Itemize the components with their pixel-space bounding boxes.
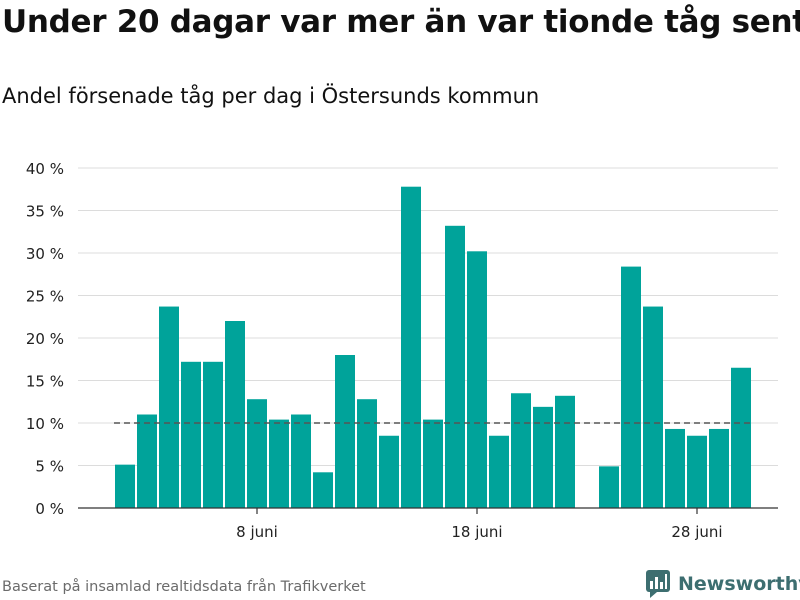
newsworthy-logo: Newsworthy	[646, 570, 800, 598]
y-tick-label: 5 %	[35, 458, 64, 476]
bar	[709, 428, 729, 508]
bar	[335, 355, 355, 508]
bar	[643, 306, 663, 508]
x-tick-label: 18 juni	[451, 523, 502, 541]
bar	[291, 414, 311, 508]
y-tick-label: 0 %	[35, 500, 64, 518]
bar	[555, 395, 575, 508]
y-tick-label: 30 %	[26, 245, 64, 263]
bar	[401, 186, 421, 508]
bar	[533, 406, 553, 508]
bar	[269, 419, 289, 508]
bar	[467, 251, 487, 509]
newsworthy-logo-icon	[646, 570, 670, 598]
source-note: Baserat på insamlad realtidsdata från Tr…	[2, 579, 366, 595]
bar	[445, 225, 465, 509]
y-tick-label: 20 %	[26, 330, 64, 348]
bar	[247, 399, 267, 508]
chart-subtitle: Andel försenade tåg per dag i Östersunds…	[2, 84, 540, 108]
x-tick-label: 8 juni	[236, 523, 278, 541]
y-tick-label: 40 %	[26, 160, 64, 178]
y-tick-label: 15 %	[26, 373, 64, 391]
x-tick-label: 28 juni	[671, 523, 722, 541]
bar	[511, 393, 531, 508]
y-tick-label: 25 %	[26, 288, 64, 306]
bar	[181, 361, 201, 508]
bar	[159, 306, 179, 508]
chart-title: Under 20 dagar var mer än var tionde tåg…	[2, 4, 800, 40]
bar	[137, 414, 157, 508]
bar	[203, 361, 223, 508]
bar	[225, 321, 245, 508]
bar	[379, 435, 399, 508]
bar	[115, 464, 135, 508]
y-tick-label: 10 %	[26, 415, 64, 433]
y-tick-label: 35 %	[26, 203, 64, 221]
bar	[599, 466, 619, 508]
bar	[423, 419, 443, 508]
bar	[489, 435, 509, 508]
bar	[313, 472, 333, 508]
bar	[357, 399, 377, 508]
bar	[621, 266, 641, 508]
brand-name: Newsworthy	[678, 573, 800, 595]
bar	[687, 435, 707, 508]
bar	[731, 367, 751, 508]
bar	[665, 428, 685, 508]
